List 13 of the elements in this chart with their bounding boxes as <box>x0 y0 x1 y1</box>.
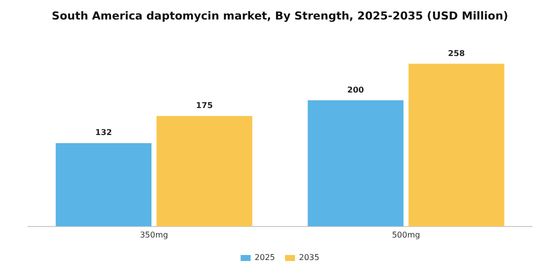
data-label: 258 <box>448 48 466 58</box>
chart-title: South America daptomycin market, By Strength, 2025-2035 (USD Million) <box>52 9 508 22</box>
bar <box>408 64 504 226</box>
x-tick-label: 350mg <box>140 230 168 240</box>
bar <box>156 116 252 226</box>
legend-label: 2035 <box>299 253 320 262</box>
data-label: 200 <box>347 85 364 94</box>
x-tick-label: 500mg <box>392 230 420 240</box>
data-label: 175 <box>196 101 214 110</box>
bar <box>56 143 152 226</box>
data-label: 132 <box>95 128 112 138</box>
legend-label: 2025 <box>254 253 275 262</box>
bar <box>308 100 404 226</box>
